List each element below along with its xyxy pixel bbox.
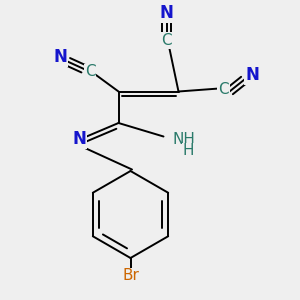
Text: H: H bbox=[182, 143, 194, 158]
Text: C: C bbox=[161, 33, 172, 48]
Text: N: N bbox=[53, 48, 67, 66]
Text: N: N bbox=[73, 130, 86, 148]
Text: Br: Br bbox=[122, 268, 139, 284]
Text: C: C bbox=[85, 64, 95, 80]
Text: NH: NH bbox=[172, 132, 195, 147]
Text: C: C bbox=[218, 82, 229, 98]
Text: N: N bbox=[245, 66, 259, 84]
Text: N: N bbox=[160, 4, 173, 22]
